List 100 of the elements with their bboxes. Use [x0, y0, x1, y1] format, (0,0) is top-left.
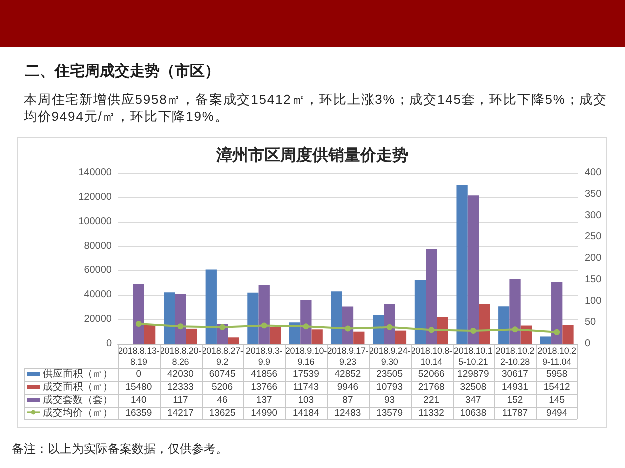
data-label: 23505: [376, 368, 404, 381]
chart-title: 漳州市区周度供销量价走势: [216, 146, 408, 164]
bar: [186, 328, 198, 344]
data-label: 17539: [292, 368, 320, 381]
x-tick-label: 2018.10.22-10.28: [494, 345, 536, 368]
y2-tick-label: 200: [585, 253, 602, 264]
data-label: 140: [130, 394, 148, 407]
y-tick-label: 120000: [78, 192, 112, 203]
data-label: 11743: [292, 381, 320, 394]
data-label: 117: [172, 394, 190, 407]
text: 二、住宅周成交走势（市区）: [25, 62, 220, 81]
bar: [437, 317, 448, 344]
bar: [133, 284, 144, 344]
data-label: 11787: [501, 407, 530, 420]
data-label: 221: [422, 394, 441, 407]
data-label: 15480: [124, 381, 154, 394]
y2-tick-label: 100: [585, 296, 602, 307]
legend-label: 成交套数（套）: [43, 394, 113, 406]
data-label: 42030: [166, 368, 195, 381]
data-label: 0: [135, 368, 143, 381]
x-tick-label: 2018.8.27-9.2: [202, 345, 244, 368]
y2-tick-label: 400: [585, 168, 602, 178]
data-label: 5206: [210, 381, 234, 394]
data-label: 21768: [417, 381, 446, 394]
x-tick-label: 2018.9.3-9.9: [245, 345, 284, 368]
data-label: 16359: [124, 407, 154, 420]
data-label: 13579: [376, 407, 404, 420]
point: [136, 321, 142, 328]
point: [554, 329, 560, 336]
data-label: 41856: [250, 368, 279, 381]
data-label: 93: [383, 394, 396, 407]
point: [178, 324, 184, 330]
data-label: 14184: [292, 407, 320, 420]
point: [345, 326, 351, 332]
point: [512, 326, 518, 333]
data-label: 12483: [334, 407, 362, 420]
point: [220, 324, 226, 330]
x-tick-label: 2018.9.24-9.30: [368, 345, 411, 368]
text: 本周住宅新增供应5958㎡，备案成交15412㎡，环比上涨3%；成交145套，环比下降5%；成交均价9494元/㎡，环比下降19%。: [24, 91, 609, 125]
point: [303, 324, 310, 330]
x-tick-label: 2018.10.29-11.04: [536, 345, 578, 368]
data-label: 10638: [459, 407, 488, 420]
bar: [479, 304, 490, 344]
y-tick-label: 140000: [78, 168, 112, 178]
data-label: 14990: [250, 407, 279, 420]
data-label: 13625: [208, 407, 237, 420]
y-tick-label: 20000: [84, 314, 112, 326]
data-label: 11332: [418, 407, 446, 420]
y-tick-label: 80000: [84, 240, 112, 252]
y2-tick-label: 50: [585, 317, 597, 328]
x-tick-label: 2018.10.15-10.21: [453, 345, 494, 368]
x-tick-label: 2018.8.13-8.19: [118, 345, 160, 368]
bar: [270, 327, 282, 344]
data-label: 15412: [542, 381, 572, 394]
point: [261, 322, 268, 329]
data-label: 152: [506, 394, 524, 407]
y2-tick-label: 350: [585, 188, 602, 200]
x-tick-label: 2018.9.10-9.16: [285, 345, 327, 368]
y-tick-label: 40000: [84, 290, 112, 301]
y-tick-label: 60000: [84, 265, 112, 276]
data-label: 9946: [336, 381, 360, 394]
point: [470, 328, 476, 334]
legend-label: 供应面积（㎡）: [43, 368, 113, 380]
data-label: 129879: [456, 368, 490, 381]
x-tick-label: 2018.10.8-10.14: [410, 345, 452, 368]
bar: [540, 336, 552, 344]
legend-label: 成交面积（㎡）: [43, 382, 113, 392]
x-tick-label: 2018.9.17-9.23: [327, 345, 369, 368]
data-label: 137: [255, 394, 274, 407]
text: 备注：以上为实际备案数据，仅供参考。: [12, 441, 228, 458]
data-label: 12333: [166, 381, 195, 394]
bar: [552, 282, 563, 344]
legend-label: 成交均价（㎡）: [43, 408, 113, 418]
data-label: 87: [342, 394, 354, 407]
y-tick-label: 0: [106, 338, 112, 350]
data-label: 32508: [459, 381, 488, 394]
y2-tick-label: 300: [585, 210, 602, 222]
y2-tick-label: 150: [585, 274, 602, 286]
data-label: 9494: [545, 407, 569, 420]
data-label: 13766: [250, 381, 279, 394]
y2-tick-label: 250: [585, 232, 602, 243]
x-tick-label: 2018.8.20-8.26: [160, 345, 202, 368]
data-label: 145: [548, 394, 566, 407]
data-label: 14217: [166, 407, 195, 420]
data-label: 10793: [376, 381, 404, 394]
data-label: 5958: [545, 368, 569, 381]
data-label: 60745: [208, 368, 237, 381]
data-label: 42852: [334, 368, 362, 381]
y2-tick-label: 0: [585, 338, 591, 350]
data-label: 347: [464, 394, 482, 407]
bar: [144, 325, 156, 344]
data-label: 52066: [417, 368, 446, 381]
data-label: 14931: [501, 381, 530, 394]
point: [428, 327, 435, 334]
bar: [562, 325, 574, 344]
data-label: 30617: [501, 368, 530, 381]
bar: [206, 270, 217, 344]
bar: [300, 300, 312, 344]
y-tick-label: 100000: [78, 216, 112, 228]
point: [386, 324, 393, 330]
